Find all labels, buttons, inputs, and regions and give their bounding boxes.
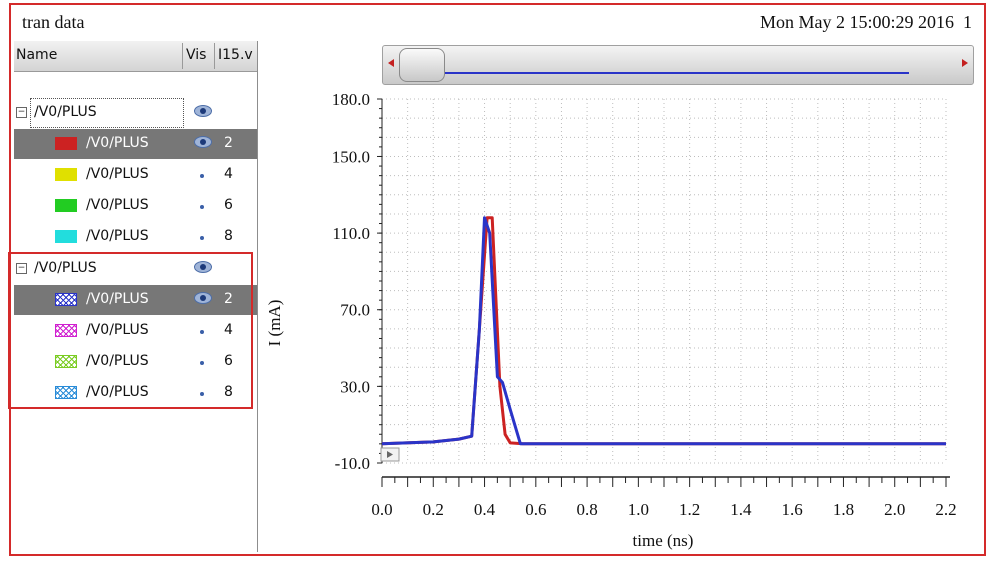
trace-number: 2 [224, 135, 233, 151]
x-tick-label: 2.2 [935, 500, 956, 519]
y-tick-label: 30.0 [340, 377, 370, 396]
trace-hatch-swatch [55, 324, 77, 337]
x-tick-label: 0.2 [423, 500, 444, 519]
chart-series [381, 216, 946, 446]
column-i15[interactable]: I15.v [218, 47, 253, 63]
waveform-chart[interactable]: 180.0 150.0 110.0 70.0 30.0 -10.0 0.0 0.2 0.4 0.6… [260, 85, 984, 552]
trace-number: 8 [224, 384, 233, 400]
series-line-2 [381, 216, 946, 446]
x-tick-label: 0.6 [525, 500, 546, 519]
column-vis[interactable]: Vis [186, 47, 207, 63]
eye-icon[interactable] [194, 292, 212, 304]
x-tick-label: 0.0 [371, 500, 392, 519]
eye-icon[interactable] [194, 105, 212, 117]
y-tick-label: 180.0 [332, 90, 370, 109]
y-tick-label: 150.0 [332, 147, 370, 166]
eye-icon[interactable] [194, 261, 212, 273]
group-row[interactable]: − /V0/PLUS [14, 98, 257, 128]
scroll-right-arrow-icon[interactable] [962, 59, 968, 67]
visibility-dot-icon[interactable] [200, 205, 204, 209]
collapse-icon[interactable]: − [16, 107, 27, 118]
trace-color-swatch [55, 168, 77, 181]
collapse-icon[interactable]: − [16, 263, 27, 274]
x-tick-label: 1.0 [628, 500, 649, 519]
x-axis-label: time (ns) [633, 531, 694, 550]
page-number: 1 [963, 12, 972, 32]
play-icon [387, 451, 393, 458]
trace-label: /V0/PLUS [86, 384, 149, 400]
trace-number: 8 [224, 228, 233, 244]
trace-hatch-swatch [55, 386, 77, 399]
trace-row[interactable]: /V0/PLUS 2 [14, 285, 257, 315]
trace-row[interactable]: /V0/PLUS 2 [14, 129, 257, 159]
visibility-dot-icon[interactable] [200, 236, 204, 240]
highlight-annotation [8, 252, 253, 409]
trace-label: /V0/PLUS [86, 197, 149, 213]
x-tick-label: 1.6 [782, 500, 803, 519]
trace-number: 6 [224, 197, 233, 213]
trace-row[interactable]: /V0/PLUS 6 [14, 191, 257, 221]
trace-label: /V0/PLUS [86, 353, 149, 369]
timestamp: Mon May 2 15:00:29 2016 [759, 12, 954, 32]
scroll-thumb[interactable] [399, 48, 445, 82]
trace-label: /V0/PLUS [86, 322, 149, 338]
trace-row[interactable]: /V0/PLUS 4 [14, 316, 257, 346]
x-tick-label: 1.4 [730, 500, 752, 519]
trace-number: 4 [224, 166, 233, 182]
scroll-left-arrow-icon[interactable] [388, 59, 394, 67]
y-axis-label: I (mA) [265, 300, 284, 347]
title-bar: tran data Mon May 2 15:00:29 2016 1 [14, 8, 984, 40]
trace-hatch-swatch [55, 293, 77, 306]
trace-row[interactable]: /V0/PLUS 8 [14, 378, 257, 408]
y-tick-label: -10.0 [335, 454, 370, 473]
trace-number: 6 [224, 353, 233, 369]
trace-color-swatch [55, 137, 77, 150]
group-row[interactable]: − /V0/PLUS [14, 254, 257, 284]
trace-label: /V0/PLUS [86, 228, 149, 244]
visibility-dot-icon[interactable] [200, 361, 204, 365]
trace-hatch-swatch [55, 355, 77, 368]
timestamp-and-page: Mon May 2 15:00:29 2016 1 [760, 12, 972, 33]
trace-row[interactable]: /V0/PLUS 8 [14, 222, 257, 252]
x-tick-label: 2.0 [884, 500, 905, 519]
y-tick-label: 110.0 [332, 224, 370, 243]
window-title: tran data [22, 12, 85, 32]
chart-ticks: 180.0 150.0 110.0 70.0 30.0 -10.0 0.0 0.2 0.4 0.6… [332, 90, 957, 519]
trace-color-swatch [55, 230, 77, 243]
time-scrollbar[interactable] [382, 45, 974, 85]
column-divider[interactable] [182, 43, 183, 69]
x-tick-label: 1.8 [833, 500, 854, 519]
group-label: /V0/PLUS [34, 104, 97, 120]
column-name[interactable]: Name [16, 47, 58, 63]
trace-browser: Name Vis I15.v − /V0/PLUS /V0/PLUS 2 /V0… [14, 41, 258, 552]
window-frame [9, 3, 986, 556]
column-divider[interactable] [214, 43, 215, 69]
column-header: Name Vis I15.v [14, 41, 257, 72]
trace-row[interactable]: /V0/PLUS 4 [14, 160, 257, 190]
visibility-dot-icon[interactable] [200, 392, 204, 396]
trace-color-swatch [55, 199, 77, 212]
trace-label: /V0/PLUS [86, 135, 149, 151]
scroll-track[interactable] [423, 72, 909, 74]
visibility-dot-icon[interactable] [200, 330, 204, 334]
trace-number: 2 [224, 291, 233, 307]
group-focus-outline [30, 98, 184, 128]
visibility-dot-icon[interactable] [200, 174, 204, 178]
chart-axes [381, 99, 950, 478]
trace-label: /V0/PLUS [86, 291, 149, 307]
y-tick-label: 70.0 [340, 301, 370, 320]
x-tick-label: 0.4 [474, 500, 496, 519]
x-tick-label: 1.2 [679, 500, 700, 519]
trace-row[interactable]: /V0/PLUS 6 [14, 347, 257, 377]
trace-number: 4 [224, 322, 233, 338]
chart-grid [381, 98, 947, 464]
x-tick-label: 0.8 [576, 500, 597, 519]
trace-label: /V0/PLUS [86, 166, 149, 182]
eye-icon[interactable] [194, 136, 212, 148]
group-label: /V0/PLUS [34, 260, 97, 276]
